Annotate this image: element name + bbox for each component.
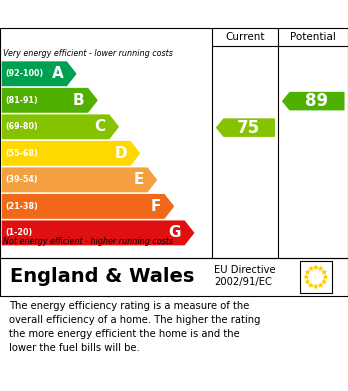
- Text: Energy Efficiency Rating: Energy Efficiency Rating: [10, 7, 220, 22]
- Text: A: A: [52, 66, 63, 81]
- Text: (55-68): (55-68): [5, 149, 38, 158]
- Text: (39-54): (39-54): [5, 176, 38, 185]
- Polygon shape: [282, 92, 345, 110]
- Text: F: F: [151, 199, 161, 214]
- Text: Very energy efficient - lower running costs: Very energy efficient - lower running co…: [3, 49, 173, 58]
- Text: D: D: [114, 146, 127, 161]
- Text: Current: Current: [226, 32, 265, 42]
- Polygon shape: [2, 141, 140, 166]
- Polygon shape: [318, 265, 324, 271]
- Text: C: C: [95, 119, 106, 135]
- Polygon shape: [2, 88, 98, 113]
- Polygon shape: [313, 264, 319, 270]
- Polygon shape: [322, 274, 329, 280]
- Text: B: B: [73, 93, 85, 108]
- Polygon shape: [321, 269, 327, 275]
- Polygon shape: [321, 279, 327, 284]
- Text: (69-80): (69-80): [5, 122, 38, 131]
- Text: 89: 89: [305, 92, 328, 110]
- Text: Potential: Potential: [290, 32, 336, 42]
- Polygon shape: [2, 167, 157, 192]
- Polygon shape: [304, 279, 310, 284]
- Polygon shape: [308, 282, 314, 288]
- Polygon shape: [2, 194, 174, 219]
- Polygon shape: [313, 283, 319, 289]
- Polygon shape: [318, 282, 324, 288]
- Text: The energy efficiency rating is a measure of the
overall efficiency of a home. T: The energy efficiency rating is a measur…: [9, 301, 260, 353]
- Polygon shape: [2, 221, 195, 245]
- Text: E: E: [134, 172, 144, 187]
- Polygon shape: [304, 269, 310, 275]
- Text: (92-100): (92-100): [5, 69, 44, 78]
- Text: Not energy efficient - higher running costs: Not energy efficient - higher running co…: [3, 237, 174, 246]
- Polygon shape: [303, 274, 309, 280]
- Text: EU Directive
2002/91/EC: EU Directive 2002/91/EC: [214, 265, 276, 287]
- Polygon shape: [2, 61, 77, 86]
- Text: 75: 75: [237, 118, 260, 136]
- Text: (21-38): (21-38): [5, 202, 38, 211]
- Polygon shape: [216, 118, 275, 137]
- Polygon shape: [2, 115, 119, 139]
- Polygon shape: [308, 265, 314, 271]
- Text: (81-91): (81-91): [5, 96, 38, 105]
- Text: G: G: [169, 225, 181, 240]
- Text: England & Wales: England & Wales: [10, 267, 195, 286]
- Text: (1-20): (1-20): [5, 228, 32, 237]
